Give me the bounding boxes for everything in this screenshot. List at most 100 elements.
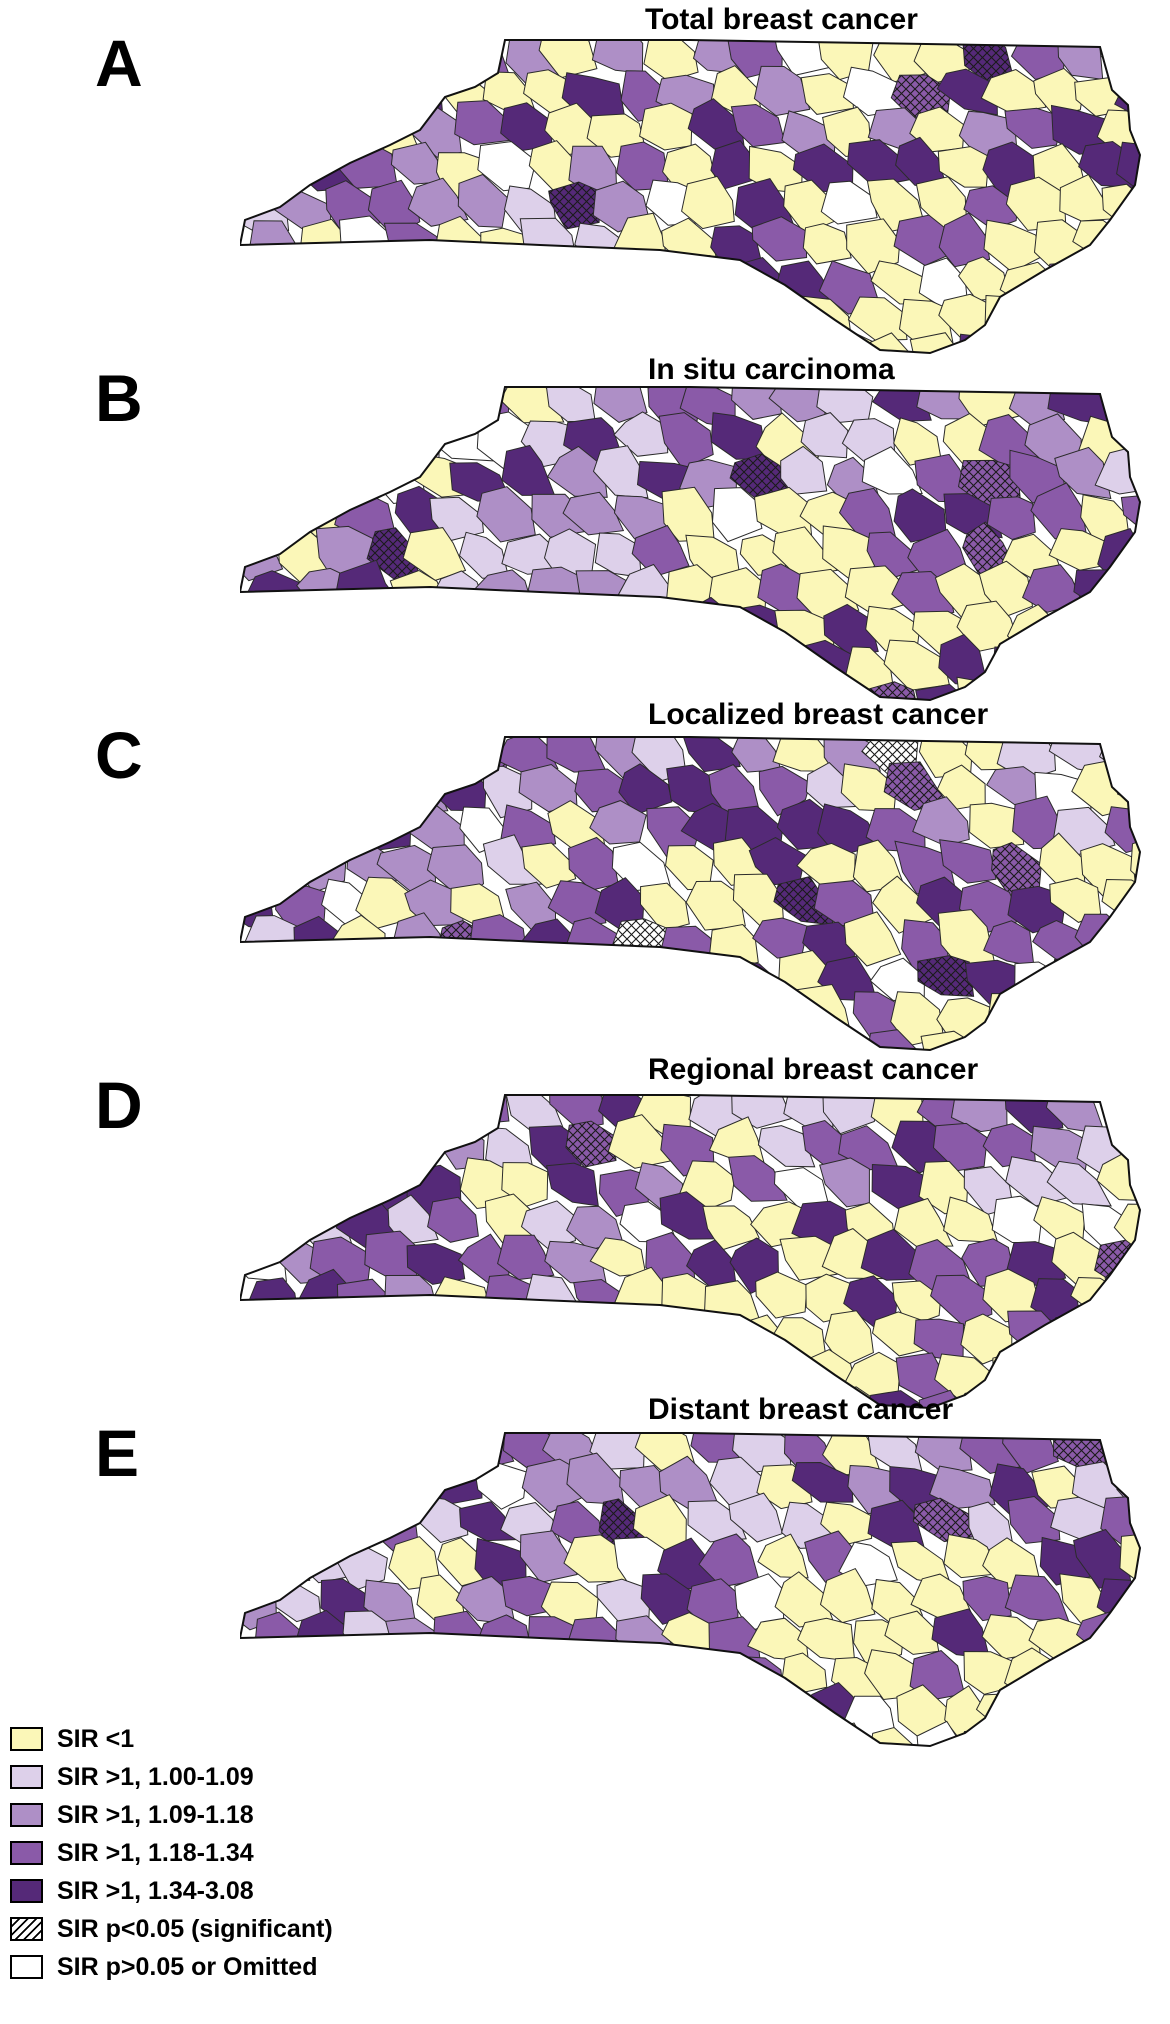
county-region — [991, 646, 1042, 698]
county-region — [643, 40, 699, 82]
county-region — [271, 608, 332, 659]
county-region — [497, 1234, 555, 1281]
panel-letter: C — [95, 718, 143, 792]
county-region — [685, 880, 746, 931]
county-region — [1116, 141, 1140, 197]
legend-item: SIR >1, 1.18-1.34 — [10, 1834, 333, 1872]
county-region — [692, 1719, 741, 1746]
county-region — [1097, 528, 1140, 584]
panel-d: D Regional breast cancer — [0, 1050, 1170, 1410]
county-region — [613, 647, 678, 696]
significant-hatch — [958, 460, 1021, 507]
county-region — [341, 1346, 396, 1397]
county-region — [912, 796, 970, 847]
county-region — [752, 640, 809, 682]
county-region — [326, 1164, 379, 1215]
legend-label: SIR >1, 1.34-3.08 — [57, 1876, 254, 1905]
county-region — [1144, 1315, 1160, 1363]
county-region — [847, 296, 908, 341]
county-region — [586, 339, 646, 353]
legend-item: SIR <1 — [10, 1720, 333, 1758]
county-region — [796, 842, 856, 893]
county-region — [702, 992, 759, 1047]
county-region — [525, 1694, 578, 1737]
legend-swatch — [10, 1765, 43, 1789]
county-region — [548, 1644, 603, 1698]
county-region — [819, 1567, 876, 1624]
county-region — [364, 959, 420, 1006]
county-region — [454, 1309, 520, 1364]
county-region — [322, 1315, 372, 1359]
county-region — [963, 185, 1019, 230]
county-region — [710, 412, 768, 460]
county-region — [682, 329, 743, 353]
county-region — [411, 601, 471, 651]
county-region — [517, 991, 574, 1042]
county-region — [589, 800, 647, 845]
county-region — [684, 1313, 746, 1363]
county-region — [823, 603, 879, 656]
nc-county-map — [240, 1094, 1160, 1410]
county-region — [271, 1433, 330, 1474]
county-region — [1123, 1269, 1140, 1324]
county-region — [639, 882, 690, 932]
county-region — [1124, 1612, 1140, 1666]
county-region — [339, 1453, 394, 1506]
county-region — [567, 295, 627, 340]
county-region — [751, 216, 808, 262]
county-region — [1007, 1495, 1061, 1544]
county-region — [1145, 1647, 1160, 1702]
county-region — [1142, 882, 1160, 928]
county-region — [477, 1690, 533, 1736]
county-region — [1147, 261, 1160, 307]
county-region — [274, 107, 329, 154]
county-region — [757, 1533, 809, 1579]
county-region — [618, 763, 673, 815]
county-region — [569, 1686, 632, 1742]
county-region — [268, 387, 323, 426]
county-region — [780, 445, 828, 495]
county-region — [499, 254, 556, 304]
county-region — [390, 764, 449, 814]
county-region — [498, 327, 556, 353]
legend-label: SIR <1 — [57, 1724, 135, 1753]
county-region — [240, 737, 283, 780]
significant-hatch — [917, 955, 974, 997]
county-region — [478, 303, 534, 345]
significant-hatch — [599, 1498, 647, 1549]
panel-c: C Localized breast cancer — [0, 700, 1170, 1052]
county-region — [427, 1196, 479, 1243]
county-region — [724, 256, 783, 312]
county-region — [1105, 387, 1140, 424]
county-region — [386, 1689, 449, 1743]
significant-hatch — [861, 737, 919, 776]
county-region — [240, 1500, 283, 1551]
county-region — [728, 1155, 788, 1202]
panel-e: E Distant breast cancer — [0, 1390, 1170, 1748]
county-region — [930, 1274, 993, 1327]
county-region — [730, 1725, 787, 1746]
county-region — [245, 294, 307, 349]
county-region — [969, 802, 1025, 849]
county-region — [318, 1433, 378, 1479]
significant-hatch — [565, 1121, 616, 1168]
county-region — [358, 387, 415, 422]
county-region — [1142, 332, 1160, 355]
county-region — [782, 1026, 831, 1050]
county-region — [542, 599, 605, 660]
panel-letter: E — [95, 1416, 140, 1490]
county-region — [731, 1314, 788, 1369]
county-region — [1142, 382, 1161, 420]
legend-item: SIR >1, 1.09-1.18 — [10, 1796, 333, 1834]
county-region — [240, 1310, 285, 1362]
county-region — [594, 1312, 652, 1353]
county-region — [245, 1127, 300, 1174]
county-region — [756, 1691, 802, 1746]
county-region — [340, 765, 398, 807]
county-region — [1074, 913, 1129, 968]
county-region — [783, 1095, 834, 1128]
county-region — [1149, 1732, 1160, 1748]
county-region — [574, 997, 633, 1044]
county-region — [390, 1454, 439, 1511]
county-region — [1136, 1493, 1140, 1545]
